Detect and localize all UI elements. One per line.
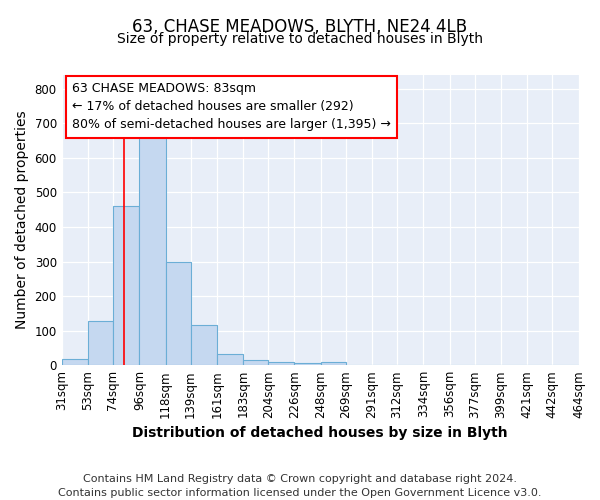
Bar <box>88 322 113 365</box>
Bar <box>268 362 295 365</box>
Bar <box>139 136 166 365</box>
X-axis label: Distribution of detached houses by size in Blyth: Distribution of detached houses by size … <box>132 426 508 440</box>
Bar <box>295 363 320 365</box>
Bar <box>113 206 139 365</box>
Text: Contains HM Land Registry data © Crown copyright and database right 2024.
Contai: Contains HM Land Registry data © Crown c… <box>58 474 542 498</box>
Y-axis label: Number of detached properties: Number of detached properties <box>15 111 29 330</box>
Bar <box>191 326 217 365</box>
Bar <box>62 359 88 365</box>
Text: 63 CHASE MEADOWS: 83sqm
← 17% of detached houses are smaller (292)
80% of semi-d: 63 CHASE MEADOWS: 83sqm ← 17% of detache… <box>72 82 391 132</box>
Bar <box>217 354 243 365</box>
Text: Size of property relative to detached houses in Blyth: Size of property relative to detached ho… <box>117 32 483 46</box>
Text: 63, CHASE MEADOWS, BLYTH, NE24 4LB: 63, CHASE MEADOWS, BLYTH, NE24 4LB <box>133 18 467 36</box>
Bar <box>166 262 191 365</box>
Bar <box>243 360 268 365</box>
Bar <box>320 362 346 365</box>
